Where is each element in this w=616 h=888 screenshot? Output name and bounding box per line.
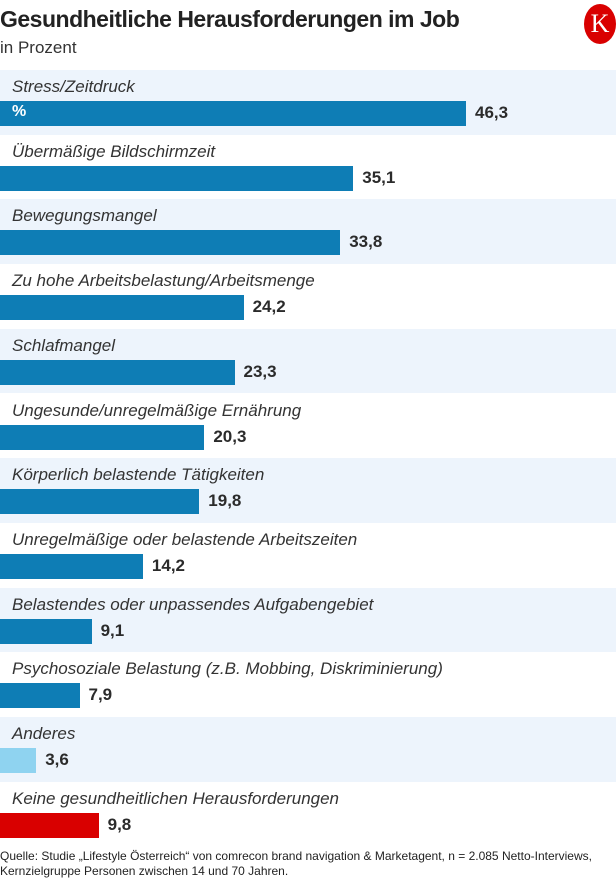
category-label: Körperlich belastende Tätigkeiten xyxy=(12,465,265,485)
category-label: Belastendes oder unpassendes Aufgabengeb… xyxy=(12,594,374,614)
bar xyxy=(0,295,244,321)
bar-row: Schlafmangel 23,3 xyxy=(0,328,616,394)
category-label: Keine gesundheitlichen Herausforderungen xyxy=(12,788,340,808)
value-label: 7,9 xyxy=(88,685,113,705)
bar xyxy=(0,230,341,256)
value-label: 9,8 xyxy=(107,814,132,834)
category-label: Übermäßige Bildschirmzeit xyxy=(12,141,216,161)
bar-row: Psychosoziale Belastung (z.B. Mobbing, D… xyxy=(0,652,616,717)
bar xyxy=(0,165,354,191)
category-label: Stress/Zeitdruck xyxy=(12,77,135,96)
value-label: 24,2 xyxy=(252,297,286,317)
bar xyxy=(0,683,80,709)
bar-row: Unregelmäßige oder belastende Arbeitszei… xyxy=(0,523,616,588)
bar-row: Belastendes oder unpassendes Aufgabengeb… xyxy=(0,587,616,653)
category-label: Ungesunde/unregelmäßige Ernährung xyxy=(12,400,302,420)
bar xyxy=(0,489,200,515)
bar-row: Stress/Zeitdruck 46,3% xyxy=(0,70,616,135)
bar-row: Zu hohe Arbeitsbelastung/Arbeitsmenge 24,… xyxy=(0,264,616,329)
bar xyxy=(0,812,99,838)
category-label: Anderes xyxy=(12,724,76,743)
bar-row: Übermäßige Bildschirmzeit 35,1 xyxy=(0,135,616,200)
bar xyxy=(0,618,92,644)
bar xyxy=(0,424,205,450)
value-label: 19,8 xyxy=(208,491,242,511)
bar-row: Bewegungsmangel 33,8 xyxy=(0,199,616,265)
bar xyxy=(0,553,143,579)
brand-logo: K xyxy=(584,4,616,44)
chart-title: Gesundheitliche Herausforderungen im Job xyxy=(0,6,460,32)
bar-row: Anderes 3,6 xyxy=(0,717,616,782)
bar xyxy=(0,101,466,126)
value-label: 35,1 xyxy=(362,167,396,187)
value-label: 33,8 xyxy=(349,232,383,252)
bar xyxy=(0,359,235,385)
bar-row: Körperlich belastende Tätigkeiten 19,8 xyxy=(0,458,616,523)
bar-row: Keine gesundheitlichen Herausforderungen… xyxy=(0,782,616,847)
value-label: 9,1 xyxy=(100,620,125,640)
value-label: 46,3 xyxy=(475,103,509,122)
value-label: 14,2 xyxy=(151,555,185,575)
category-label: Psychosoziale Belastung (z.B. Mobbing, D… xyxy=(12,659,443,679)
category-label: Bewegungsmangel xyxy=(12,206,157,226)
value-label: 20,3 xyxy=(213,426,247,446)
category-label: Schlafmangel xyxy=(12,335,116,355)
category-label: Unregelmäßige oder belastende Arbeitszei… xyxy=(12,529,358,549)
bar xyxy=(0,748,37,773)
bar-row: Ungesunde/unregelmäßige Ernährung 20,3 xyxy=(0,394,616,459)
source-note: Quelle: Studie „Lifestyle Österreich“ vo… xyxy=(0,849,592,878)
unit-label: % xyxy=(12,103,27,120)
value-label: 3,6 xyxy=(45,750,69,769)
value-label: 23,3 xyxy=(243,361,277,381)
category-label: Zu hohe Arbeitsbelastung/Arbeitsmenge xyxy=(12,271,315,291)
chart-subtitle: in Prozent xyxy=(0,38,77,57)
